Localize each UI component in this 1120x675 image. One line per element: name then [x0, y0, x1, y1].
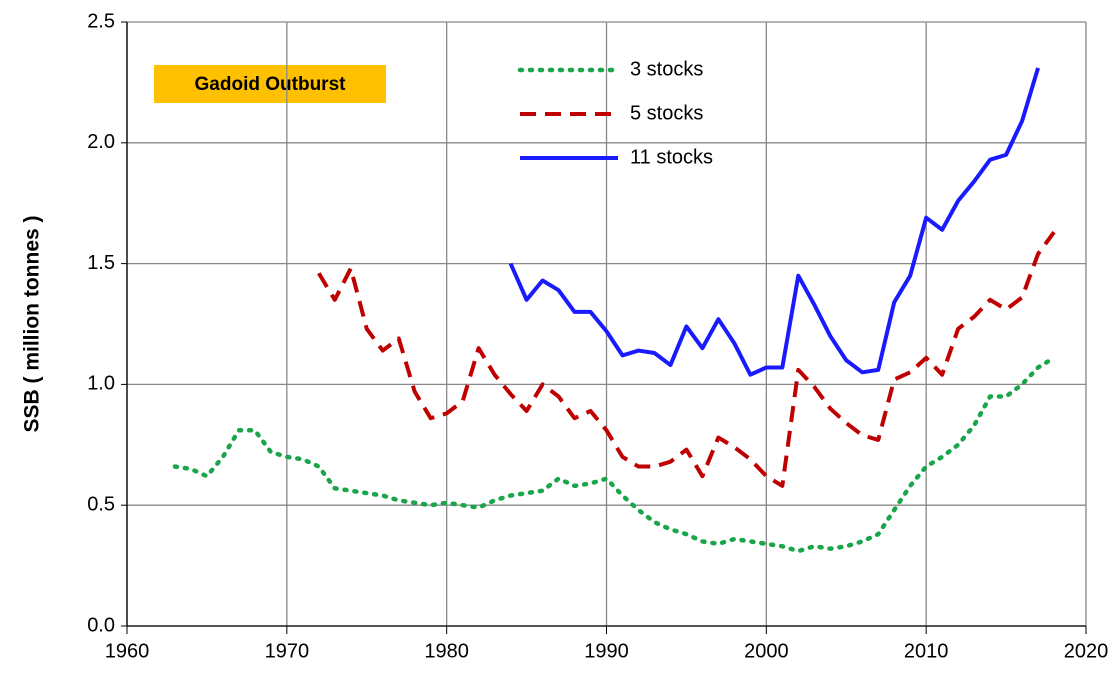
x-tick-label: 2020 [1064, 640, 1109, 662]
y-tick-label: 1.0 [87, 373, 115, 395]
x-tick-label: 2000 [744, 640, 789, 662]
legend-label: 5 stocks [630, 102, 703, 124]
series-line [172, 355, 1057, 554]
y-tick-label: 0.5 [87, 493, 115, 515]
y-axis-label: SSB ( million tonnes ) [21, 215, 44, 432]
legend-label: 11 stocks [630, 146, 713, 168]
y-tick-label: 2.5 [87, 10, 115, 32]
y-tick-label: 1.5 [87, 252, 115, 274]
x-tick-label: 2010 [904, 640, 949, 662]
legend-label: 3 stocks [630, 58, 703, 80]
x-tick-label: 1990 [584, 640, 629, 662]
y-tick-label: 2.0 [87, 131, 115, 153]
x-tick-label: 1960 [105, 640, 150, 662]
series-line [317, 231, 1056, 488]
series-line [508, 67, 1040, 377]
annotation-box [154, 65, 386, 103]
annotation: Gadoid Outburst [195, 74, 347, 95]
y-tick-label: 0.0 [87, 614, 115, 636]
x-tick-label: 1980 [424, 640, 469, 662]
x-tick-label: 1970 [265, 640, 310, 662]
